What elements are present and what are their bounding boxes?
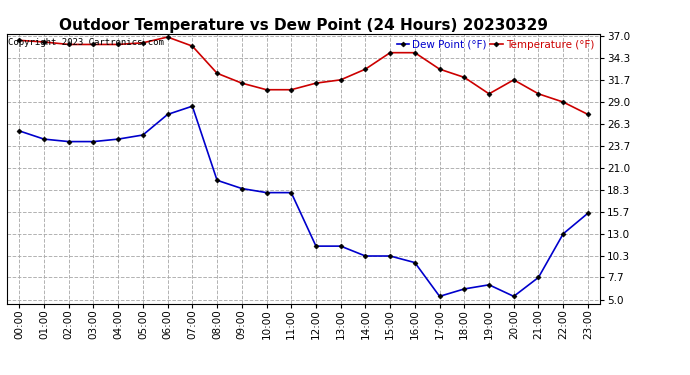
Temperature (°F) [312, 81, 320, 86]
Line: Temperature (°F): Temperature (°F) [17, 35, 590, 116]
Temperature (°F) [559, 100, 567, 104]
Temperature (°F) [114, 42, 122, 47]
Temperature (°F) [362, 67, 370, 71]
Dew Point (°F) [15, 129, 23, 133]
Line: Dew Point (°F): Dew Point (°F) [17, 105, 590, 298]
Temperature (°F) [584, 112, 592, 117]
Dew Point (°F) [188, 104, 197, 108]
Temperature (°F) [213, 71, 221, 75]
Dew Point (°F) [312, 244, 320, 248]
Dew Point (°F) [510, 294, 518, 298]
Temperature (°F) [15, 38, 23, 43]
Dew Point (°F) [386, 254, 394, 258]
Legend: Dew Point (°F), Temperature (°F): Dew Point (°F), Temperature (°F) [396, 39, 595, 51]
Dew Point (°F) [460, 286, 469, 291]
Temperature (°F) [337, 78, 345, 82]
Temperature (°F) [287, 87, 295, 92]
Temperature (°F) [510, 78, 518, 82]
Dew Point (°F) [584, 211, 592, 216]
Dew Point (°F) [65, 140, 73, 144]
Temperature (°F) [164, 35, 172, 39]
Temperature (°F) [188, 44, 197, 48]
Dew Point (°F) [262, 190, 270, 195]
Dew Point (°F) [40, 137, 48, 141]
Temperature (°F) [411, 50, 419, 55]
Dew Point (°F) [559, 231, 567, 236]
Temperature (°F) [237, 81, 246, 86]
Dew Point (°F) [213, 178, 221, 183]
Temperature (°F) [65, 42, 73, 47]
Dew Point (°F) [362, 254, 370, 258]
Temperature (°F) [139, 40, 147, 45]
Temperature (°F) [435, 67, 444, 71]
Dew Point (°F) [435, 294, 444, 298]
Dew Point (°F) [164, 112, 172, 117]
Dew Point (°F) [485, 283, 493, 287]
Dew Point (°F) [287, 190, 295, 195]
Dew Point (°F) [411, 260, 419, 265]
Temperature (°F) [89, 42, 97, 47]
Dew Point (°F) [89, 140, 97, 144]
Dew Point (°F) [114, 137, 122, 141]
Temperature (°F) [262, 87, 270, 92]
Temperature (°F) [40, 40, 48, 44]
Title: Outdoor Temperature vs Dew Point (24 Hours) 20230329: Outdoor Temperature vs Dew Point (24 Hou… [59, 18, 548, 33]
Dew Point (°F) [534, 275, 542, 280]
Temperature (°F) [386, 50, 394, 55]
Dew Point (°F) [237, 186, 246, 191]
Temperature (°F) [460, 75, 469, 80]
Dew Point (°F) [139, 133, 147, 137]
Temperature (°F) [485, 92, 493, 96]
Text: Copyright 2023 Cartronics.com: Copyright 2023 Cartronics.com [8, 38, 164, 47]
Dew Point (°F) [337, 244, 345, 248]
Temperature (°F) [534, 92, 542, 96]
